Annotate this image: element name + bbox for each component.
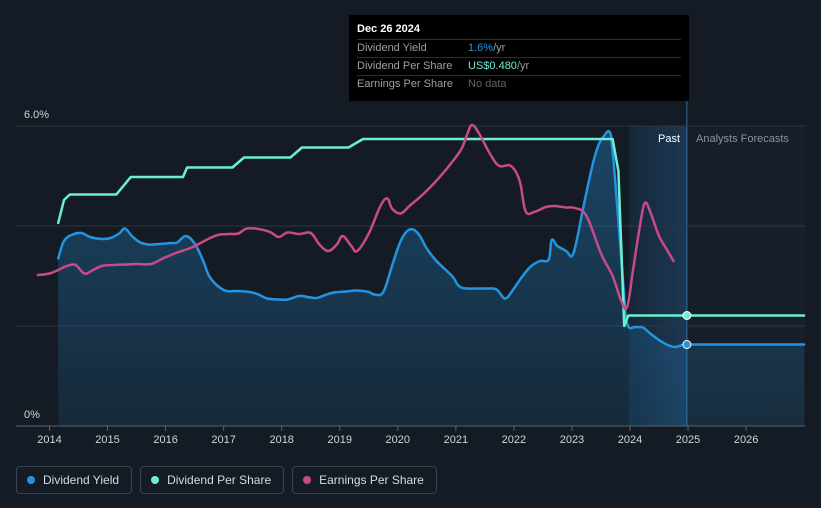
- x-tick-label: 2024: [618, 434, 642, 446]
- tooltip-value: 1.6%: [468, 42, 494, 54]
- y-tick-label: 0%: [24, 409, 40, 421]
- marker-dividend-per-share: [682, 311, 692, 320]
- x-tick-label: 2021: [444, 434, 468, 446]
- chart-legend: Dividend Yield Dividend Per Share Earnin…: [16, 466, 445, 494]
- legend-item-dividend-per-share[interactable]: Dividend Per Share: [140, 466, 285, 494]
- tooltip-label: Dividend Per Share: [357, 60, 453, 72]
- region-label-forecast: Analysts Forecasts: [696, 133, 789, 145]
- region-label-past: Past: [658, 133, 680, 145]
- x-tick-label: 2017: [211, 434, 235, 446]
- tooltip-row-dividend-yield: Dividend Yield 1.6% /yr: [357, 39, 681, 57]
- x-tick-label: 2016: [153, 434, 177, 446]
- line-dividend-yield: [56, 129, 806, 349]
- x-tick-label: 2020: [386, 434, 410, 446]
- tooltip-unit: /yr: [516, 60, 530, 72]
- x-tick-label: 2023: [560, 434, 584, 446]
- y-tick-label: 6.0%: [24, 109, 49, 121]
- marker-dividend-yield: [682, 340, 692, 349]
- x-tick-label: 2025: [676, 434, 700, 446]
- line-earnings-per-share: [36, 123, 675, 311]
- line-dividend-per-share: [56, 137, 806, 328]
- x-tick-label: 2022: [502, 434, 526, 446]
- tooltip-row-dividend-per-share: Dividend Per Share US$0.480 /yr: [357, 57, 681, 75]
- tooltip-unit: /yr: [493, 42, 506, 54]
- legend-label: Earnings Per Share: [319, 473, 424, 487]
- legend-dot-icon: [151, 476, 160, 484]
- area-dividend-yield: [58, 131, 805, 427]
- legend-item-dividend-yield[interactable]: Dividend Yield: [16, 466, 133, 494]
- tooltip-label: Earnings Per Share: [357, 78, 453, 90]
- legend-dot-icon: [303, 476, 312, 484]
- legend-label: Dividend Yield: [43, 473, 120, 487]
- x-tick-label: 2019: [328, 434, 352, 446]
- legend-label: Dividend Per Share: [167, 473, 272, 487]
- x-tick-label: 2015: [95, 434, 119, 446]
- chart-tooltip: Dec 26 2024 Dividend Yield 1.6% /yr Divi…: [349, 15, 689, 101]
- x-tick-label: 2014: [37, 434, 61, 446]
- tooltip-value: US$0.480: [468, 60, 517, 72]
- tooltip-label: Dividend Yield: [357, 42, 427, 54]
- legend-dot-icon: [27, 476, 35, 484]
- x-tick-label: 2018: [269, 434, 293, 446]
- x-tick-label: 2026: [734, 434, 758, 446]
- legend-item-earnings-per-share[interactable]: Earnings Per Share: [292, 466, 437, 494]
- tooltip-row-earnings-per-share: Earnings Per Share No data: [357, 75, 681, 93]
- tooltip-value: No data: [468, 78, 507, 90]
- tooltip-date: Dec 26 2024: [357, 23, 420, 35]
